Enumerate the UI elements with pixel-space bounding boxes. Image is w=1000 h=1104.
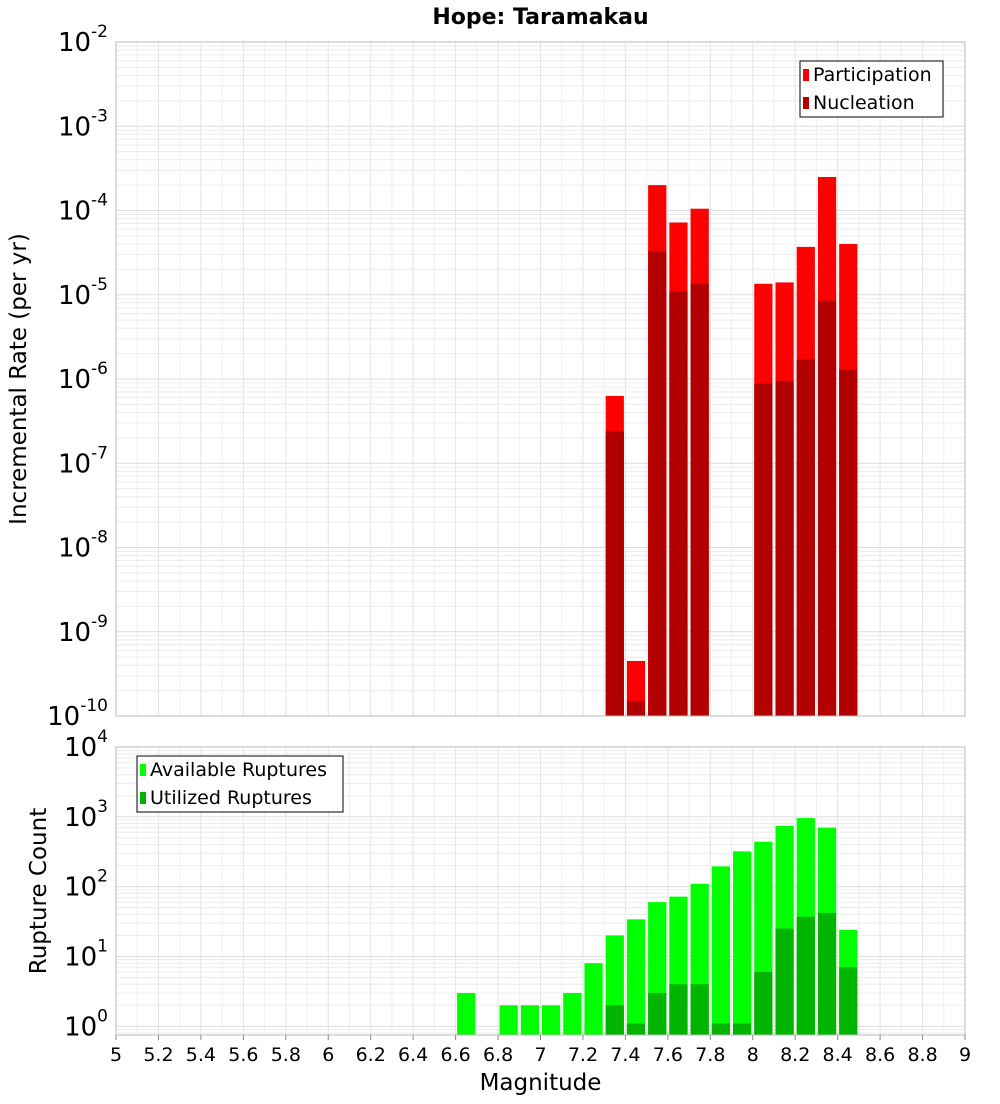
x-tick-label: 6.2 xyxy=(356,1044,386,1066)
x-tick-label: 5.4 xyxy=(186,1044,216,1066)
bar-utilized-ruptures xyxy=(711,1023,731,1035)
bar-nucleation xyxy=(754,383,773,716)
bar-available-ruptures xyxy=(542,1005,561,1035)
x-tick-label: 6.6 xyxy=(440,1044,470,1066)
bar-utilized-ruptures xyxy=(754,971,773,1035)
legend-label: Nucleation xyxy=(813,92,915,114)
bar-utilized-ruptures xyxy=(626,1023,646,1035)
legend-box xyxy=(136,755,344,813)
y-tick-label: 10-6 xyxy=(58,359,108,395)
bar-utilized-ruptures xyxy=(775,928,794,1035)
y-tick-label: 103 xyxy=(64,797,108,833)
x-tick-label: 5.6 xyxy=(228,1044,258,1066)
y-tick-label: 10-5 xyxy=(58,275,108,311)
legend-label: Utilized Ruptures xyxy=(150,787,312,809)
chart-title: Hope: Taramakau xyxy=(432,5,648,30)
legend-swatch-utilized-ruptures xyxy=(140,792,146,804)
bar-utilized-ruptures xyxy=(690,984,709,1035)
x-tick-label: 7.4 xyxy=(610,1044,640,1066)
y-tick-label: 102 xyxy=(64,867,108,903)
bar-available-ruptures xyxy=(733,851,752,1035)
bar-nucleation xyxy=(626,701,646,716)
y-tick-label: 104 xyxy=(64,727,108,763)
bar-nucleation xyxy=(839,369,858,716)
x-tick-label: 5.8 xyxy=(271,1044,301,1066)
legend-box xyxy=(799,60,944,118)
x-tick-label: 6.4 xyxy=(398,1044,428,1066)
y-tick-label: 100 xyxy=(64,1006,108,1042)
y-axis-label: Incremental Rate (per yr) xyxy=(6,233,32,525)
x-axis-label: Magnitude xyxy=(480,1070,602,1096)
bar-nucleation xyxy=(605,431,624,716)
x-tick-label: 6.8 xyxy=(483,1044,513,1066)
y-tick-label: 10-10 xyxy=(47,696,108,732)
bar-available-ruptures xyxy=(563,992,582,1035)
bar-nucleation xyxy=(669,291,688,716)
bar-utilized-ruptures xyxy=(669,984,688,1035)
bar-utilized-ruptures xyxy=(796,916,815,1035)
bar-nucleation xyxy=(796,359,815,716)
x-tick-label: 8.8 xyxy=(907,1044,937,1066)
legend-label: Available Ruptures xyxy=(150,759,327,781)
x-tick-label: 9 xyxy=(959,1044,971,1066)
plot-frame-0 xyxy=(115,41,966,717)
legend-swatch-available-ruptures xyxy=(140,764,146,776)
bar-available-ruptures xyxy=(626,919,646,1035)
legend-swatch-nucleation xyxy=(803,97,809,109)
bar-available-ruptures xyxy=(520,1005,539,1035)
bar-nucleation xyxy=(690,283,709,716)
x-tick-label: 7.2 xyxy=(568,1044,598,1066)
x-tick-label: 7.8 xyxy=(695,1044,725,1066)
bar-available-ruptures xyxy=(457,992,476,1035)
y-tick-label: 10-4 xyxy=(58,191,108,227)
legend-swatch-participation xyxy=(803,69,809,81)
x-tick-label: 7.6 xyxy=(653,1044,683,1066)
bar-utilized-ruptures xyxy=(648,992,667,1035)
bar-utilized-ruptures xyxy=(733,1023,752,1035)
y-tick-label: 101 xyxy=(64,936,108,972)
bar-available-ruptures xyxy=(584,963,603,1035)
bar-nucleation xyxy=(817,300,837,716)
x-tick-label: 5.2 xyxy=(143,1044,173,1066)
bar-available-ruptures xyxy=(499,1005,518,1035)
y-tick-label: 10-7 xyxy=(58,443,108,479)
y-tick-label: 10-3 xyxy=(58,106,108,142)
y-tick-label: 10-8 xyxy=(58,528,108,564)
bar-utilized-ruptures xyxy=(839,967,858,1035)
x-tick-label: 8.4 xyxy=(823,1044,853,1066)
y-tick-label: 10-2 xyxy=(58,22,108,58)
x-tick-label: 8 xyxy=(747,1044,759,1066)
bar-nucleation xyxy=(775,380,794,716)
x-tick-label: 8.6 xyxy=(865,1044,895,1066)
y-tick-label: 10-9 xyxy=(58,612,108,648)
x-tick-label: 7 xyxy=(534,1044,546,1066)
legend-label: Participation xyxy=(813,64,932,86)
x-tick-label: 8.2 xyxy=(780,1044,810,1066)
x-tick-label: 5 xyxy=(110,1044,122,1066)
bar-utilized-ruptures xyxy=(817,912,837,1035)
bar-available-ruptures xyxy=(711,866,731,1035)
x-tick-label: 6 xyxy=(322,1044,334,1066)
y-axis-label: Rupture Count xyxy=(26,808,52,974)
bar-nucleation xyxy=(648,251,667,717)
bar-utilized-ruptures xyxy=(605,1005,624,1035)
